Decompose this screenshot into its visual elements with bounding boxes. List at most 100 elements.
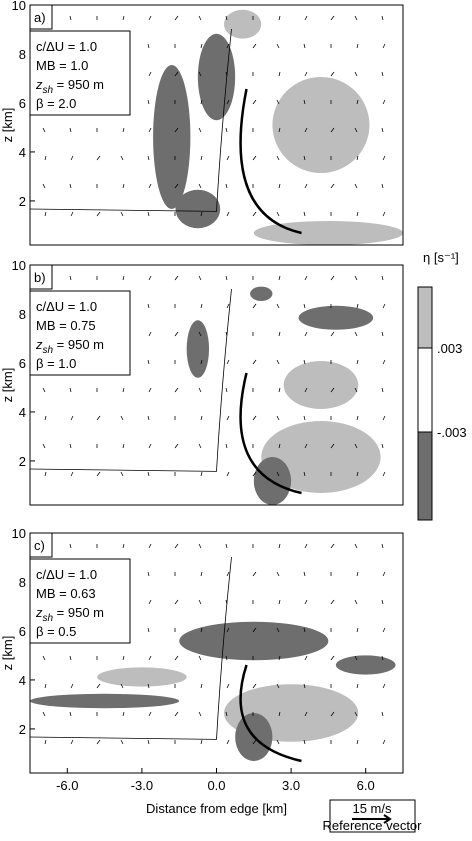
annotation: MB = 0.75 — [36, 318, 96, 333]
reference-box — [329, 799, 416, 833]
wind-vector — [303, 43, 306, 49]
wind-vector — [276, 43, 280, 49]
wind-vector — [96, 211, 101, 217]
plot-frame — [29, 4, 404, 246]
annotation: c/ΔU = 1.0 — [36, 39, 97, 54]
wind-vector — [252, 415, 257, 421]
wind-vector — [303, 211, 306, 217]
annotation-box — [29, 290, 131, 376]
wind-vector — [330, 71, 335, 77]
reference-label: Reference vector — [323, 818, 423, 833]
wind-vector — [354, 275, 358, 281]
wind-vector — [330, 543, 335, 549]
wind-vector — [382, 211, 386, 217]
wind-vector — [303, 99, 306, 105]
wind-vector — [70, 415, 74, 421]
wind-vector — [69, 711, 72, 717]
vorticity-region — [250, 286, 273, 301]
wind-vector — [148, 275, 152, 281]
wind-vector — [382, 359, 386, 365]
wind-vector — [198, 71, 202, 77]
wind-vector — [356, 359, 359, 365]
wind-vector — [42, 127, 46, 133]
wind-vector — [278, 543, 281, 549]
wind-vector — [381, 275, 384, 281]
wind-vector — [44, 211, 47, 217]
wind-vector — [252, 739, 257, 745]
wind-vector — [354, 711, 358, 717]
wind-vector — [276, 739, 280, 745]
wind-vector — [69, 543, 72, 549]
wind-vector — [225, 127, 228, 133]
wind-vector — [303, 359, 306, 365]
wind-vector — [276, 627, 280, 633]
wind-vector — [69, 387, 72, 393]
wind-vector — [200, 739, 203, 745]
wind-vector — [122, 15, 125, 21]
wind-vector — [252, 43, 257, 49]
wind-vector — [354, 443, 358, 449]
wind-vector — [148, 543, 152, 549]
wind-vector — [356, 471, 359, 477]
y-axis-label: z [km] — [0, 108, 15, 143]
wind-vector — [330, 183, 335, 189]
y-tick-label: 4 — [19, 673, 26, 688]
wind-vector — [252, 627, 257, 633]
wind-vector — [356, 683, 359, 689]
wind-vector — [69, 15, 72, 21]
wind-vector — [381, 655, 384, 661]
wind-vector — [382, 415, 386, 421]
wind-vector — [381, 127, 384, 133]
annotation: zsh = 950 m — [35, 605, 104, 624]
wind-vector — [276, 683, 280, 689]
x-tick-label: 0.0 — [207, 778, 225, 793]
wind-vector — [174, 127, 179, 133]
wind-vector — [198, 275, 202, 281]
x-tick-label: -3.0 — [131, 778, 153, 793]
wind-vector — [278, 599, 281, 605]
y-axis-label: z [km] — [0, 368, 15, 403]
vorticity-region — [197, 33, 236, 121]
annotation: β = 1.0 — [36, 356, 76, 371]
wind-vector — [122, 275, 125, 281]
wind-vector — [381, 711, 384, 717]
wind-vector — [198, 183, 202, 189]
wind-vector — [304, 655, 308, 661]
vorticity-region — [335, 655, 396, 675]
wind-vector — [278, 183, 281, 189]
wind-vector — [303, 471, 306, 477]
wind-vector — [147, 683, 150, 689]
wind-vector — [198, 387, 202, 393]
wind-vector — [148, 15, 152, 21]
wind-vector — [174, 387, 179, 393]
wind-vector — [200, 627, 203, 633]
wind-vector — [252, 211, 257, 217]
y-tick-label: 8 — [19, 575, 26, 590]
wind-vector — [354, 127, 358, 133]
panel-label: b) — [34, 270, 46, 285]
wind-vector — [200, 303, 203, 309]
panel: 2 4 6 8 10 z [km] a) c/ΔU = 1.0 MB = 1.0 zsh = 95… — [0, 0, 404, 246]
wind-vector — [278, 443, 281, 449]
y-tick-label: 2 — [19, 194, 26, 209]
wind-vector — [304, 71, 308, 77]
annotation-part: z — [35, 337, 43, 352]
wind-vector — [198, 15, 202, 21]
wind-vector — [226, 471, 230, 477]
wind-vector — [122, 183, 125, 189]
wind-vector — [147, 155, 150, 161]
colorbar-high — [418, 287, 432, 348]
wind-vector — [381, 543, 384, 549]
wind-vector — [304, 127, 308, 133]
wind-vector — [354, 387, 358, 393]
panel: 2 4 6 8 10 z [km] b) c/ΔU = 1.0 MB = 0.75 zsh = 9… — [0, 258, 404, 506]
wind-vector — [200, 43, 203, 49]
wind-vector — [356, 739, 359, 745]
wind-vector — [147, 739, 150, 745]
wind-vector — [120, 415, 124, 421]
wind-vector — [304, 331, 308, 337]
wind-vector — [356, 627, 359, 633]
wind-vector — [174, 543, 179, 549]
wind-vector — [226, 627, 230, 633]
